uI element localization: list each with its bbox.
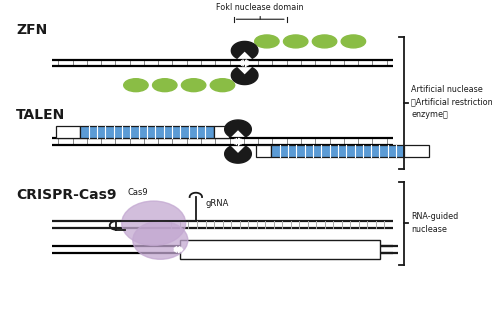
Ellipse shape [284, 35, 308, 48]
Ellipse shape [254, 35, 279, 48]
Ellipse shape [124, 79, 148, 92]
Text: RNA-guided
nuclease: RNA-guided nuclease [411, 212, 459, 234]
Text: TALEN: TALEN [16, 108, 66, 122]
Ellipse shape [312, 35, 337, 48]
Circle shape [122, 201, 186, 245]
Bar [214, 126, 229, 138]
Text: CRISPR-Cas9: CRISPR-Cas9 [16, 188, 116, 202]
Ellipse shape [152, 79, 177, 92]
Text: Cas9: Cas9 [128, 188, 148, 197]
Text: ZFN: ZFN [16, 23, 48, 37]
Bar [80, 126, 214, 138]
Bar [56, 126, 80, 138]
Bar [180, 240, 380, 259]
Polygon shape [232, 68, 258, 84]
Ellipse shape [210, 79, 234, 92]
Bar [256, 145, 272, 157]
Bar [272, 145, 404, 157]
Bar [404, 145, 429, 157]
Polygon shape [224, 120, 252, 137]
Ellipse shape [182, 79, 206, 92]
Ellipse shape [341, 35, 365, 48]
Text: gRNA: gRNA [206, 199, 229, 208]
Polygon shape [224, 146, 252, 163]
Circle shape [133, 221, 188, 259]
Text: FokI nuclease domain: FokI nuclease domain [216, 4, 304, 12]
Text: Artificial nuclease
（Artificial restriction
enzyme）: Artificial nuclease （Artificial restrict… [411, 84, 492, 118]
Polygon shape [232, 41, 258, 58]
